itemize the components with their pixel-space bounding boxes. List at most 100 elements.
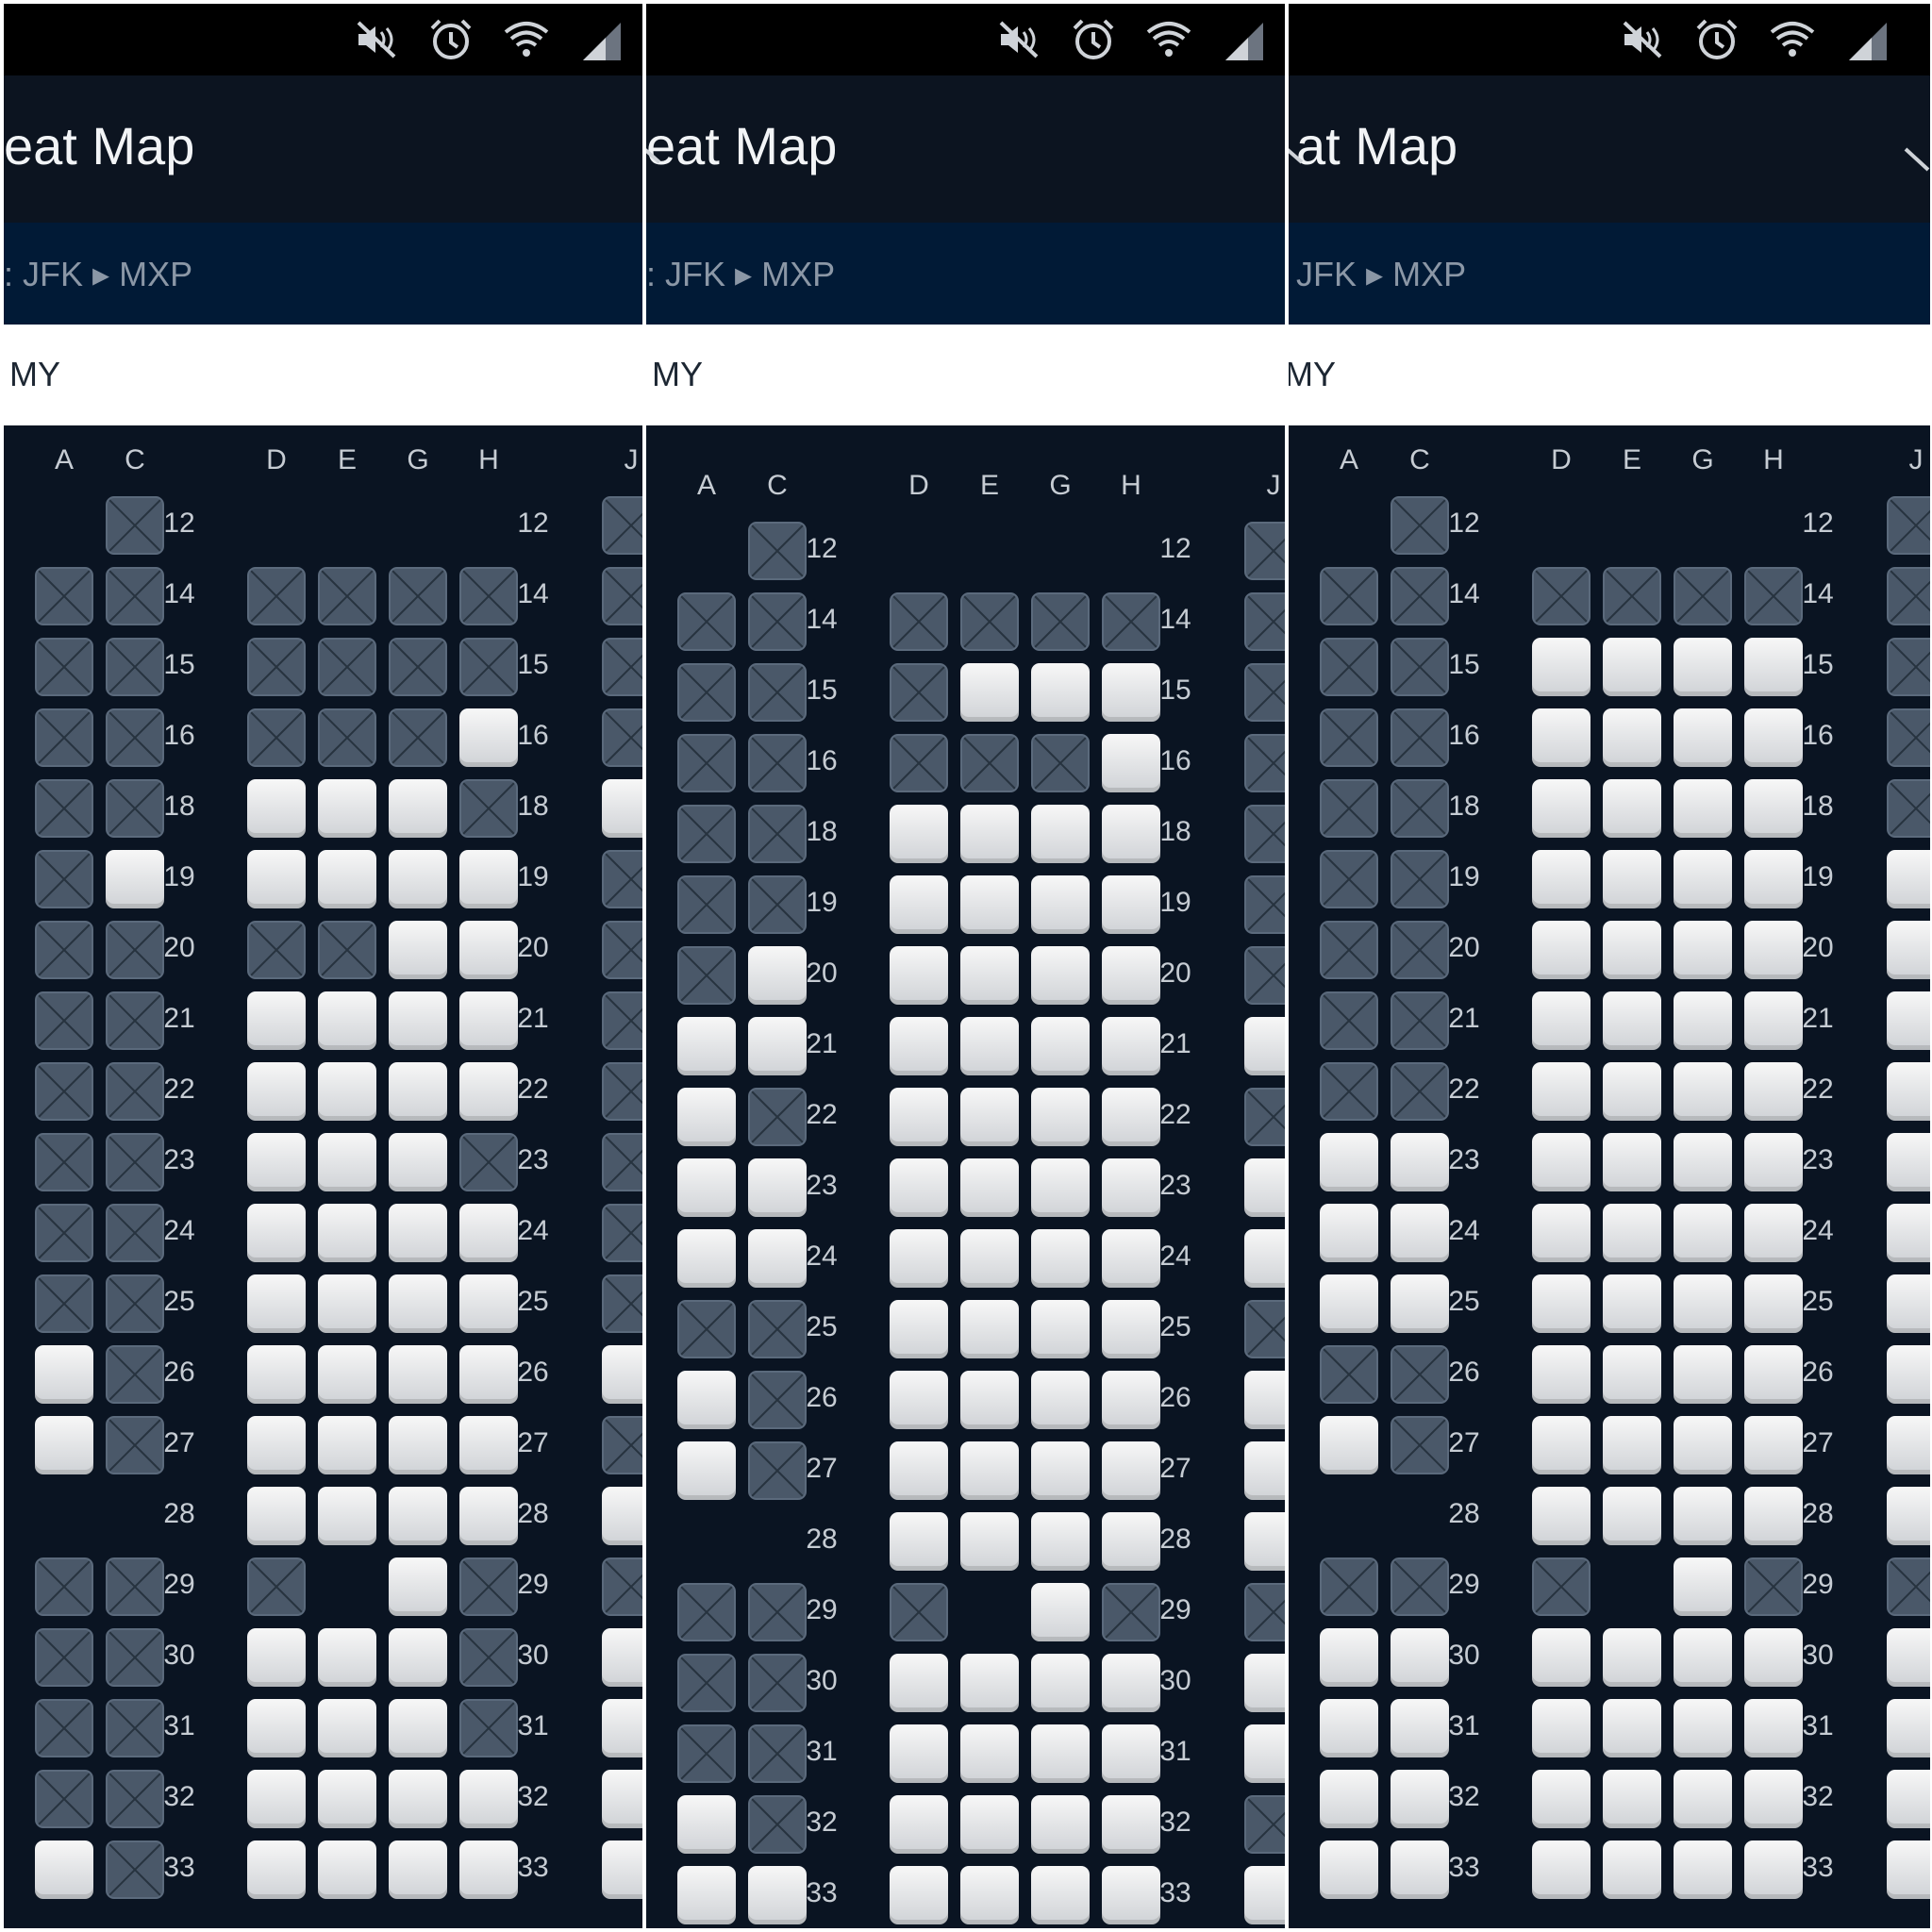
seat-available[interactable] — [1674, 1840, 1732, 1899]
chevron-down-icon[interactable] — [1902, 142, 1930, 179]
seat-available[interactable] — [677, 1088, 736, 1146]
seat-available[interactable] — [1391, 1840, 1449, 1899]
seat-available[interactable] — [1532, 1133, 1591, 1191]
seat-available[interactable] — [1244, 1371, 1288, 1429]
seat-available[interactable] — [247, 779, 306, 838]
seat-available[interactable] — [890, 1724, 948, 1783]
seat-available[interactable] — [389, 1557, 447, 1616]
seat-available[interactable] — [318, 1699, 376, 1757]
seat-available[interactable] — [459, 1487, 518, 1545]
seat-available[interactable] — [1674, 1770, 1732, 1828]
seat-available[interactable] — [389, 1274, 447, 1333]
seat-available[interactable] — [602, 1699, 645, 1757]
seat-available[interactable] — [890, 1654, 948, 1712]
seat-available[interactable] — [1744, 1062, 1803, 1121]
seat-available[interactable] — [960, 663, 1019, 722]
seat-available[interactable] — [890, 1866, 948, 1924]
seat-available[interactable] — [1532, 1487, 1591, 1545]
seat-available[interactable] — [1532, 1274, 1591, 1333]
seat-available[interactable] — [1031, 1229, 1090, 1288]
seat-available[interactable] — [247, 1699, 306, 1757]
seat-available[interactable] — [1244, 1229, 1288, 1288]
seat-available[interactable] — [1031, 663, 1090, 722]
seat-available[interactable] — [318, 1274, 376, 1333]
seat-available[interactable] — [1031, 1371, 1090, 1429]
seat-available[interactable] — [1674, 1274, 1732, 1333]
seat-available[interactable] — [1603, 1628, 1661, 1687]
seat-available[interactable] — [1102, 1795, 1160, 1854]
seat-available[interactable] — [1744, 1628, 1803, 1687]
seat-available[interactable] — [247, 1840, 306, 1899]
seat-available[interactable] — [459, 921, 518, 979]
seat-available[interactable] — [389, 1062, 447, 1121]
seat-available[interactable] — [1674, 1416, 1732, 1474]
seat-available[interactable] — [1744, 1699, 1803, 1757]
seat-available[interactable] — [1031, 875, 1090, 934]
seat-available[interactable] — [247, 1345, 306, 1404]
seat-available[interactable] — [1532, 1840, 1591, 1899]
seat-available[interactable] — [1391, 1628, 1449, 1687]
seat-available[interactable] — [1887, 991, 1930, 1050]
seat-available[interactable] — [1532, 1770, 1591, 1828]
seat-available[interactable] — [890, 1795, 948, 1854]
seat-available[interactable] — [459, 1062, 518, 1121]
seat-available[interactable] — [1603, 1345, 1661, 1404]
seat-available[interactable] — [890, 1300, 948, 1358]
seat-available[interactable] — [890, 946, 948, 1005]
seat-available[interactable] — [1603, 1062, 1661, 1121]
seat-available[interactable] — [960, 1441, 1019, 1500]
seat-available[interactable] — [459, 991, 518, 1050]
seat-available[interactable] — [1603, 1133, 1661, 1191]
seat-available[interactable] — [1031, 1158, 1090, 1217]
seat-available[interactable] — [1102, 1371, 1160, 1429]
seat-available[interactable] — [1744, 991, 1803, 1050]
seat-available[interactable] — [1674, 1628, 1732, 1687]
seat-available[interactable] — [1674, 1699, 1732, 1757]
seat-available[interactable] — [1744, 638, 1803, 696]
seat-available[interactable] — [1674, 1204, 1732, 1262]
seat-available[interactable] — [1887, 1699, 1930, 1757]
seat-available[interactable] — [602, 1487, 645, 1545]
seat-available[interactable] — [1744, 1345, 1803, 1404]
seat-available[interactable] — [389, 921, 447, 979]
seat-available[interactable] — [1244, 1017, 1288, 1075]
seat-available[interactable] — [389, 1840, 447, 1899]
seat-available[interactable] — [960, 1512, 1019, 1571]
seat-available[interactable] — [1102, 1724, 1160, 1783]
seat-available[interactable] — [247, 1274, 306, 1333]
seat-available[interactable] — [960, 1866, 1019, 1924]
seat-available[interactable] — [748, 1229, 807, 1288]
seat-available[interactable] — [247, 1416, 306, 1474]
seat-available[interactable] — [960, 1654, 1019, 1712]
back-chevron-icon[interactable] — [646, 142, 673, 179]
seat-available[interactable] — [389, 1416, 447, 1474]
seat-available[interactable] — [1603, 1840, 1661, 1899]
seat-available[interactable] — [459, 850, 518, 908]
seat-available[interactable] — [1031, 1654, 1090, 1712]
seat-available[interactable] — [1320, 1204, 1378, 1262]
seat-available[interactable] — [1102, 1654, 1160, 1712]
seat-available[interactable] — [1744, 779, 1803, 838]
seat-available[interactable] — [1391, 1133, 1449, 1191]
seat-available[interactable] — [1244, 1441, 1288, 1500]
seat-available[interactable] — [602, 779, 645, 838]
seat-available[interactable] — [459, 1770, 518, 1828]
seat-available[interactable] — [318, 1204, 376, 1262]
seat-available[interactable] — [890, 875, 948, 934]
seat-available[interactable] — [247, 1487, 306, 1545]
seat-available[interactable] — [389, 1699, 447, 1757]
seat-available[interactable] — [35, 1840, 93, 1899]
seat-available[interactable] — [1603, 1204, 1661, 1262]
seat-available[interactable] — [1603, 921, 1661, 979]
seat-available[interactable] — [1532, 708, 1591, 767]
seat-available[interactable] — [1532, 1628, 1591, 1687]
seat-available[interactable] — [1603, 1699, 1661, 1757]
seat-available[interactable] — [1887, 1840, 1930, 1899]
seat-available[interactable] — [106, 850, 164, 908]
seat-available[interactable] — [960, 805, 1019, 863]
seat-available[interactable] — [1532, 991, 1591, 1050]
seat-available[interactable] — [1674, 1062, 1732, 1121]
seat-available[interactable] — [960, 1229, 1019, 1288]
seat-available[interactable] — [960, 946, 1019, 1005]
seat-available[interactable] — [1532, 1062, 1591, 1121]
